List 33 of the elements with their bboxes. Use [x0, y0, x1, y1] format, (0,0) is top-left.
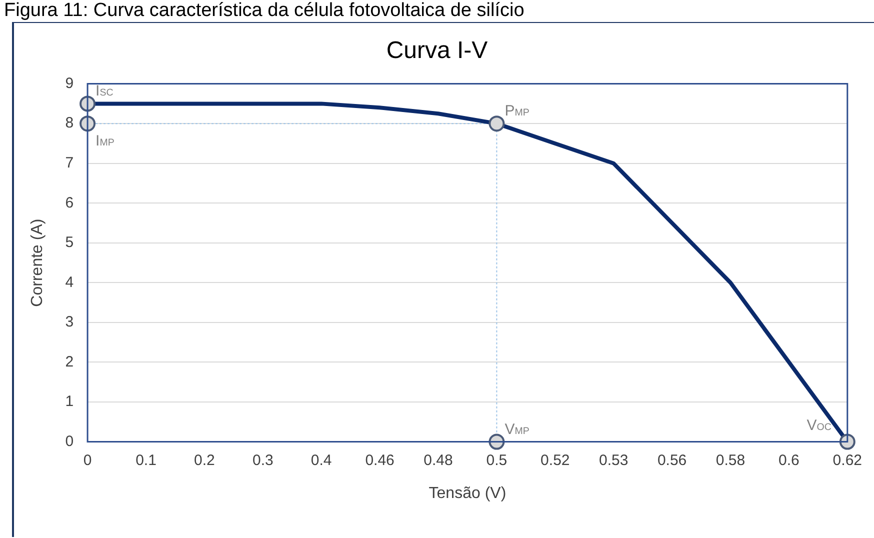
x-tick-label: 0.52 — [540, 452, 570, 469]
y-tick-label: 3 — [65, 314, 74, 331]
y-tick-label: 1 — [65, 393, 74, 410]
x-tick-label: 0.62 — [832, 452, 862, 469]
x-tick-label: 0.48 — [424, 452, 453, 469]
chart-title: Curva I-V — [386, 37, 488, 64]
annotation: IMP — [96, 132, 114, 150]
annotation: PMP — [504, 102, 530, 120]
annotation: VOC — [806, 416, 832, 434]
x-tick-label: 0.1 — [136, 452, 156, 469]
x-tick-label: 0.2 — [194, 452, 215, 469]
annotation: ISC — [96, 82, 114, 100]
y-tick-label: 6 — [65, 194, 74, 212]
x-tick-label: 0 — [83, 452, 92, 469]
x-tick-label: 0.5 — [486, 452, 508, 469]
y-tick-label: 2 — [65, 353, 74, 370]
y-tick-label: 4 — [65, 274, 74, 291]
x-tick-label: 0.3 — [252, 452, 274, 469]
text: Figura 11: Curva característica da célula fotovoltaica de silício — [3, 0, 526, 22]
y-tick-label: 0 — [65, 432, 74, 450]
y-axis-title: Corrente (A) — [29, 218, 46, 307]
x-tick-label: 0.46 — [365, 452, 394, 469]
y-tick-label: 5 — [65, 234, 74, 252]
x-tick-label: 0.53 — [599, 452, 628, 469]
y-tick-label: 7 — [65, 154, 74, 172]
x-tick-label: 0.4 — [310, 452, 332, 469]
y-tick-label: 9 — [65, 74, 74, 92]
y-tick-label: 8 — [65, 114, 74, 132]
annotation: VMP — [504, 420, 530, 438]
x-tick-label: 0.6 — [778, 452, 800, 469]
x-tick-label: 0.58 — [716, 452, 746, 469]
x-axis-title: Tensão (V) — [428, 484, 506, 502]
x-tick-label: 0.56 — [657, 452, 687, 469]
